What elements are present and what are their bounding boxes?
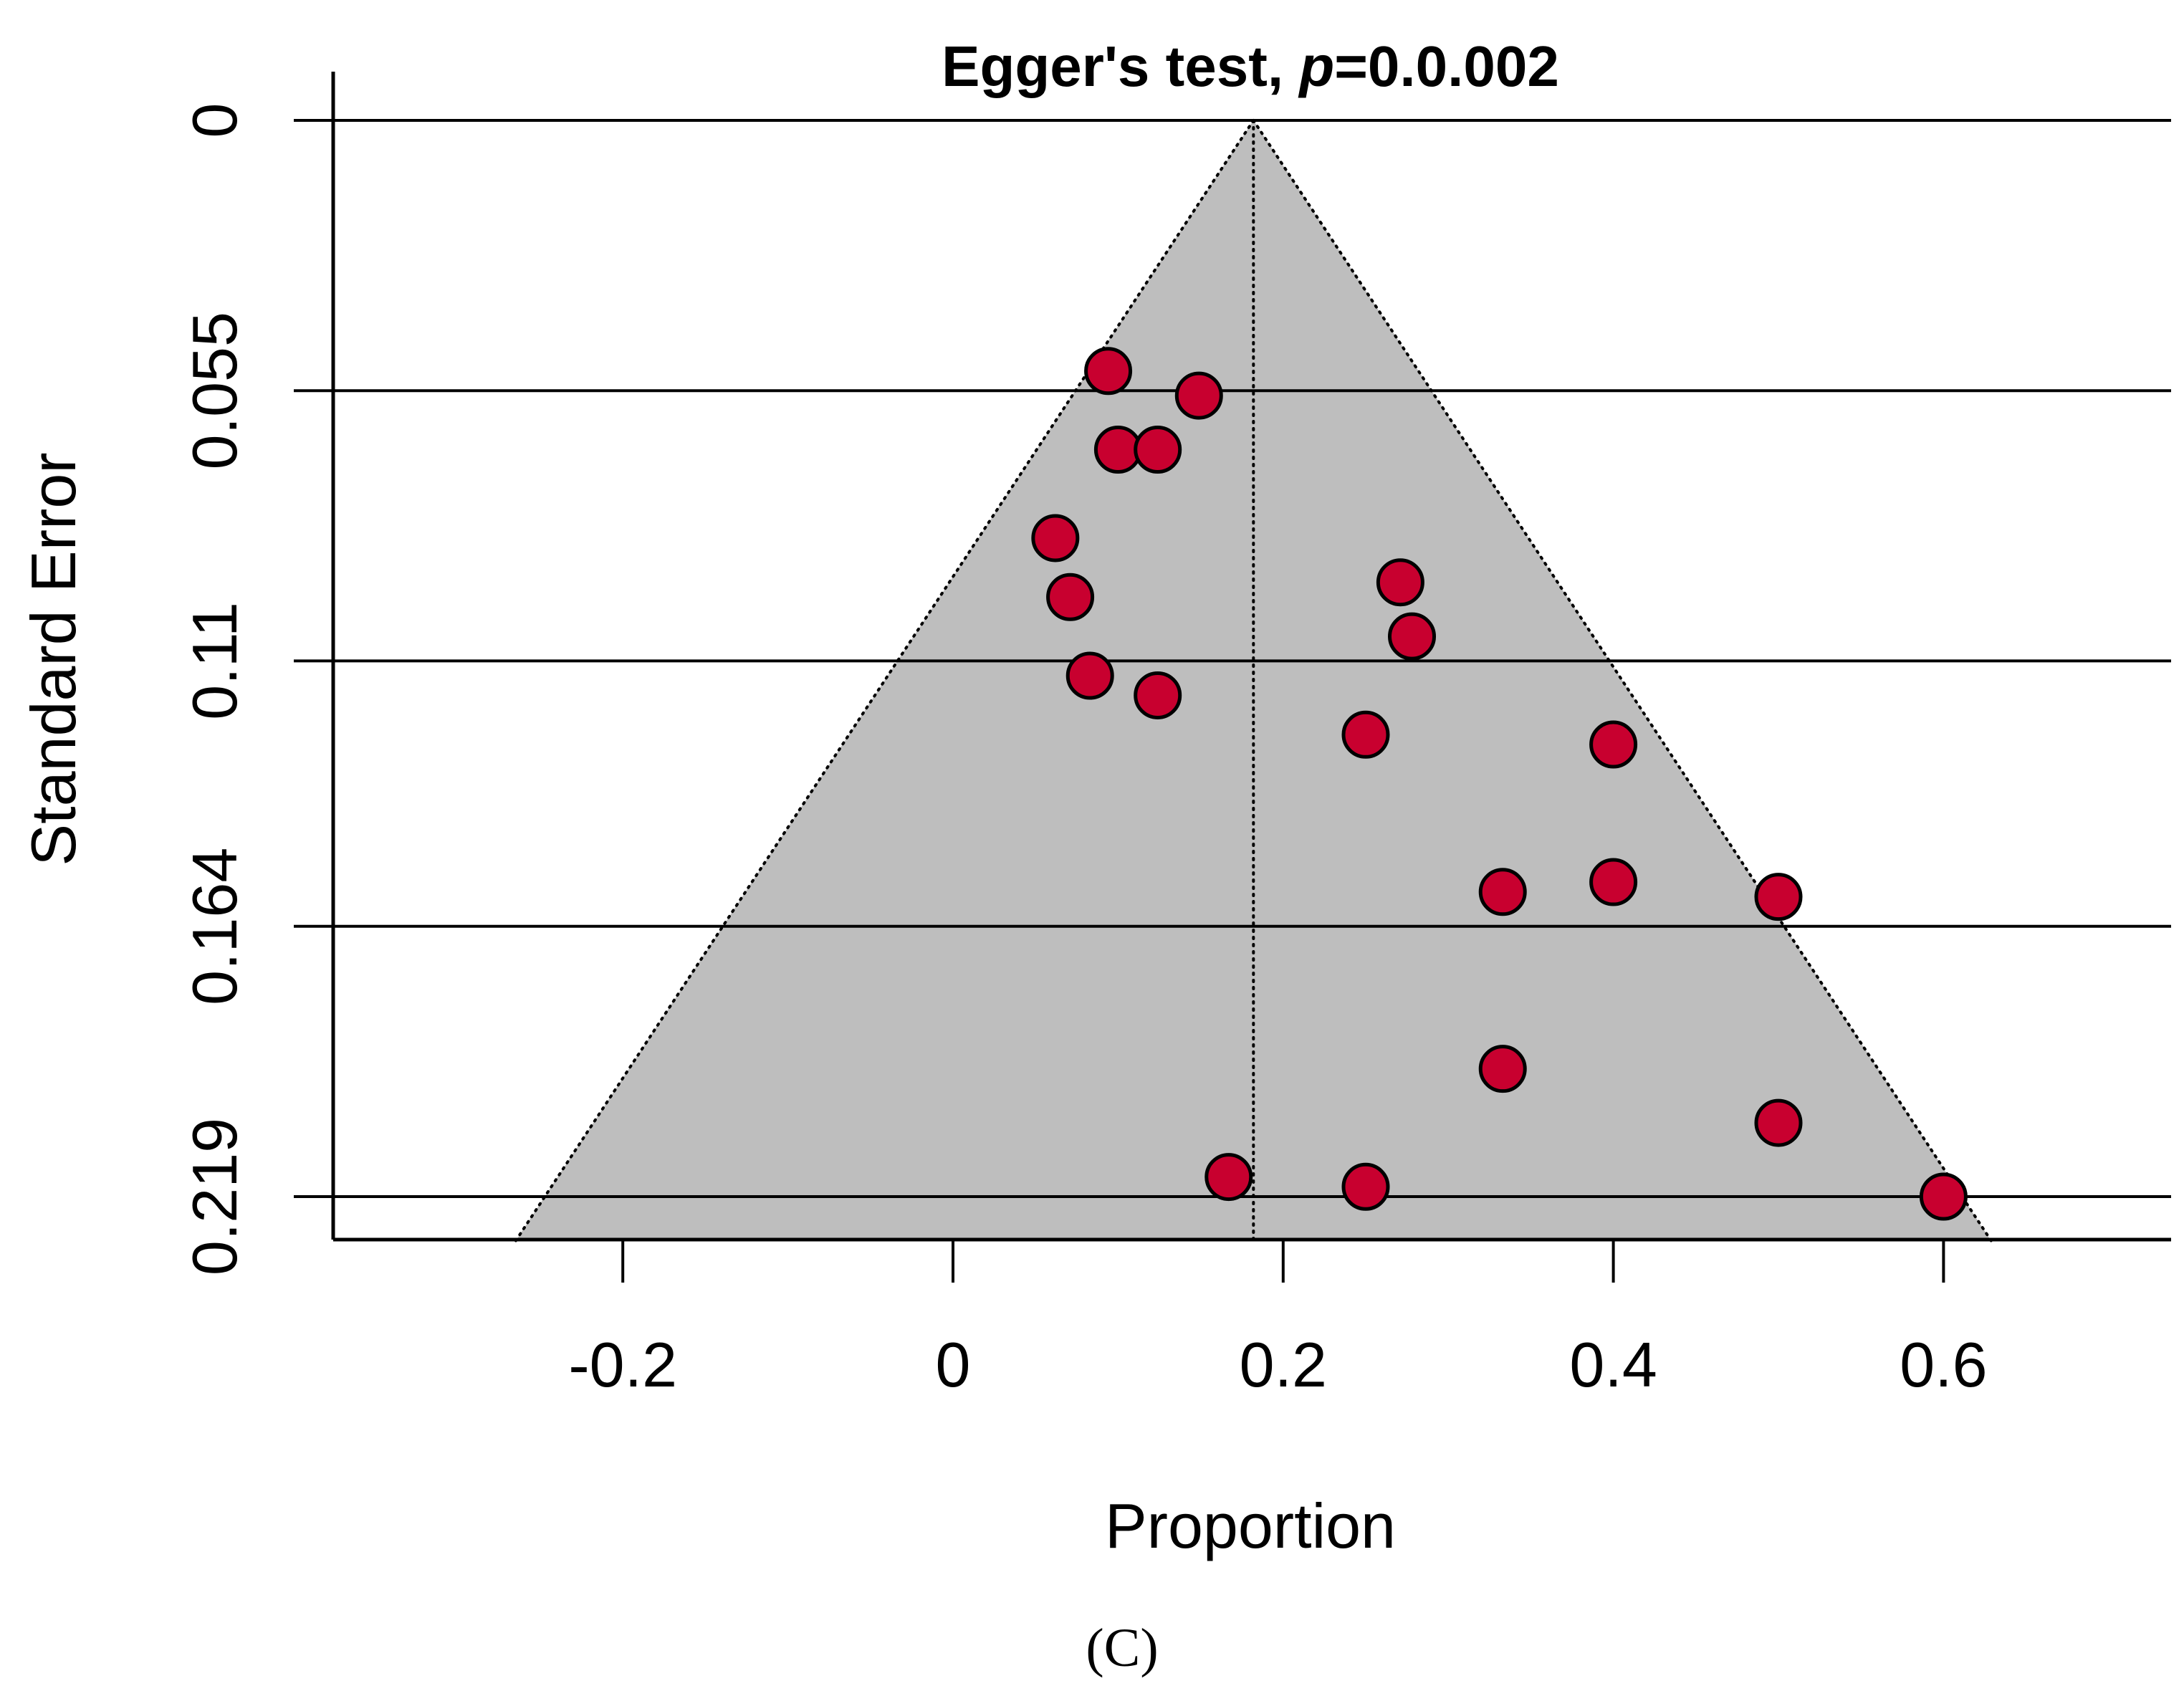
study-point-1 [1174, 371, 1223, 420]
y-axis-label: Standard Error [18, 452, 89, 866]
study-point-11 [1589, 720, 1638, 769]
y-tick-label-2: 0.11 [179, 602, 250, 720]
x-tick-label-0: -0.2 [568, 1329, 677, 1400]
chart-title-italic: p [1298, 34, 1334, 98]
study-point-8 [1065, 651, 1114, 700]
study-point-19 [1919, 1172, 1968, 1221]
study-point-13 [1589, 858, 1638, 906]
x-tick-label-2: 0.2 [1240, 1329, 1327, 1400]
y-tick-label-4: 0.219 [179, 1118, 250, 1275]
x-tick-label-4: 0.6 [1900, 1329, 1987, 1400]
y-tick-label-0: 0 [179, 103, 250, 138]
study-point-16 [1754, 1098, 1803, 1147]
x-tick-label-1: 0 [936, 1329, 971, 1400]
study-point-4 [1031, 514, 1080, 562]
x-tick-label-3: 0.4 [1569, 1329, 1657, 1400]
y-tick-label-1: 0.055 [179, 312, 250, 469]
study-point-18 [1341, 1162, 1390, 1211]
y-tick-label-3: 0.164 [179, 848, 250, 1005]
chart-title-suffix: =0.0.002 [1334, 34, 1559, 98]
figure-caption: (C) [1086, 1618, 1158, 1678]
study-point-6 [1376, 558, 1424, 607]
study-point-7 [1388, 612, 1437, 661]
study-point-17 [1204, 1153, 1253, 1202]
study-point-12 [1478, 868, 1527, 916]
study-point-15 [1478, 1045, 1527, 1093]
study-point-5 [1046, 573, 1095, 621]
funnel-left-boundary [514, 119, 1255, 1242]
study-point-14 [1754, 873, 1803, 921]
chart-title: Egger's test, p=0.0.002 [942, 34, 1559, 98]
study-point-3 [1134, 426, 1182, 474]
study-point-2 [1093, 426, 1142, 474]
study-point-9 [1134, 671, 1182, 719]
study-point-10 [1341, 710, 1390, 759]
chart-title-prefix: Egger's test, [942, 34, 1299, 98]
funnel-right-boundary [1252, 119, 1993, 1242]
study-point-0 [1084, 347, 1133, 396]
x-axis-label: Proportion [1105, 1490, 1396, 1561]
